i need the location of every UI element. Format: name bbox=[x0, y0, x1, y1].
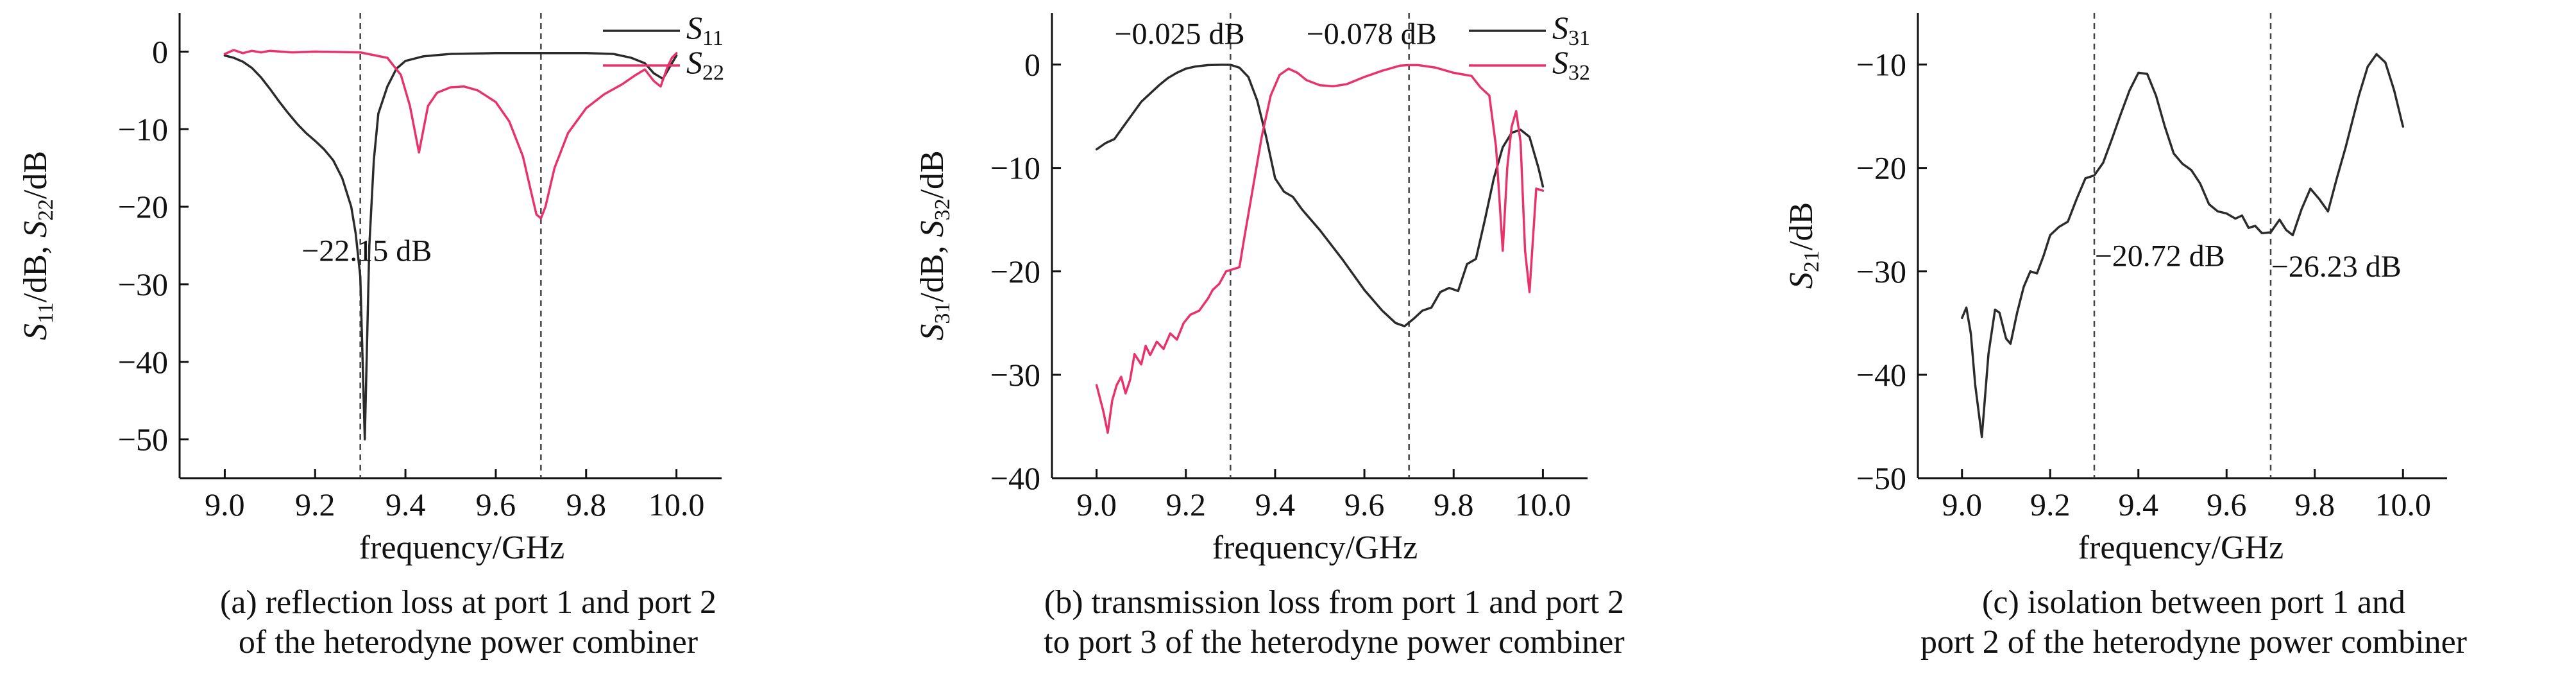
caption-line: (a) reflection loss at port 1 and port 2 bbox=[220, 584, 716, 621]
legend-label: S32 bbox=[1552, 44, 1590, 85]
x-tick-label: 9.6 bbox=[2207, 487, 2247, 522]
y-tick-label: −20 bbox=[118, 189, 168, 225]
x-tick-label: 9.4 bbox=[1255, 487, 1296, 522]
series-line bbox=[223, 49, 678, 220]
y-axis-label: S31/dB, S32/dB bbox=[914, 150, 954, 340]
x-tick-label: 9.8 bbox=[1434, 487, 1474, 522]
y-tick-label: −20 bbox=[1856, 150, 1906, 186]
y-axis-label: S11/dB, S22/dB bbox=[17, 151, 58, 340]
y-tick-label: −40 bbox=[118, 344, 168, 380]
series-line bbox=[223, 52, 678, 441]
caption-line: (b) transmission loss from port 1 and po… bbox=[1044, 584, 1624, 621]
y-tick-label: −10 bbox=[990, 150, 1040, 186]
x-tick-label: 9.8 bbox=[2295, 487, 2335, 522]
value-annotation: −20.72 dB bbox=[2095, 239, 2225, 273]
x-axis-label: frequency/GHz bbox=[359, 530, 565, 566]
x-tick-label: 10.0 bbox=[1515, 487, 1572, 522]
caption-line: (c) isolation between port 1 and bbox=[1982, 584, 2405, 621]
legend-label: S31 bbox=[1552, 10, 1590, 50]
x-tick-label: 9.2 bbox=[1166, 487, 1207, 522]
panel-c: 9.0 9.2 9.4 9.6 9.8 10.0 −10 −20 −30 −40 −50 −20.72… bbox=[1783, 13, 2467, 660]
x-tick-label: 9.4 bbox=[386, 487, 426, 522]
caption-line: of the heterodyne power combiner bbox=[239, 624, 698, 660]
series-line bbox=[1961, 53, 2405, 438]
x-tick-label: 9.0 bbox=[1942, 487, 1983, 522]
y-tick-label: −10 bbox=[118, 111, 168, 147]
x-axis-label: frequency/GHz bbox=[1212, 530, 1418, 566]
y-axis-label: S21/dB bbox=[1783, 202, 1824, 289]
panel-a: 9.0 9.2 9.4 9.6 9.8 10.0 0 −10 −20 −30 −40 −50 S11S2… bbox=[17, 10, 724, 660]
caption-line: port 2 of the heterodyne power combiner bbox=[1920, 624, 2467, 660]
series-line bbox=[1095, 64, 1545, 327]
y-tick-label: −10 bbox=[1856, 47, 1906, 83]
x-tick-label: 9.6 bbox=[1344, 487, 1385, 522]
y-tick-label: −40 bbox=[1856, 357, 1906, 393]
value-annotation: −0.025 dB bbox=[1114, 17, 1244, 51]
x-tick-label: 9.0 bbox=[205, 487, 245, 522]
series-line bbox=[1095, 64, 1545, 434]
x-tick-label: 10.0 bbox=[2375, 487, 2432, 522]
value-annotation: −22.15 dB bbox=[301, 234, 432, 268]
x-tick-label: 9.8 bbox=[566, 487, 607, 522]
x-tick-label: 10.0 bbox=[648, 487, 705, 522]
x-tick-label: 9.4 bbox=[2119, 487, 2159, 522]
x-tick-label: 9.2 bbox=[2030, 487, 2071, 522]
caption-line: to port 3 of the heterodyne power combin… bbox=[1044, 624, 1624, 660]
x-tick-label: 9.0 bbox=[1076, 487, 1117, 522]
y-tick-label: −20 bbox=[990, 254, 1040, 289]
value-annotation: −0.078 dB bbox=[1307, 17, 1437, 51]
y-tick-label: −30 bbox=[118, 266, 168, 302]
x-tick-label: 9.2 bbox=[295, 487, 335, 522]
y-tick-label: −50 bbox=[118, 422, 168, 458]
x-axis-label: frequency/GHz bbox=[2078, 530, 2284, 566]
y-tick-label: −30 bbox=[990, 357, 1040, 393]
legend-label: S22 bbox=[686, 44, 724, 85]
y-tick-label: −40 bbox=[990, 460, 1040, 496]
y-tick-label: −30 bbox=[1856, 254, 1906, 289]
y-tick-label: −50 bbox=[1856, 460, 1906, 496]
y-tick-label: 0 bbox=[1024, 47, 1040, 83]
y-tick-label: 0 bbox=[152, 33, 168, 69]
value-annotation: −26.23 dB bbox=[2271, 250, 2402, 284]
legend-label: S11 bbox=[686, 10, 724, 50]
x-tick-label: 9.6 bbox=[476, 487, 516, 522]
